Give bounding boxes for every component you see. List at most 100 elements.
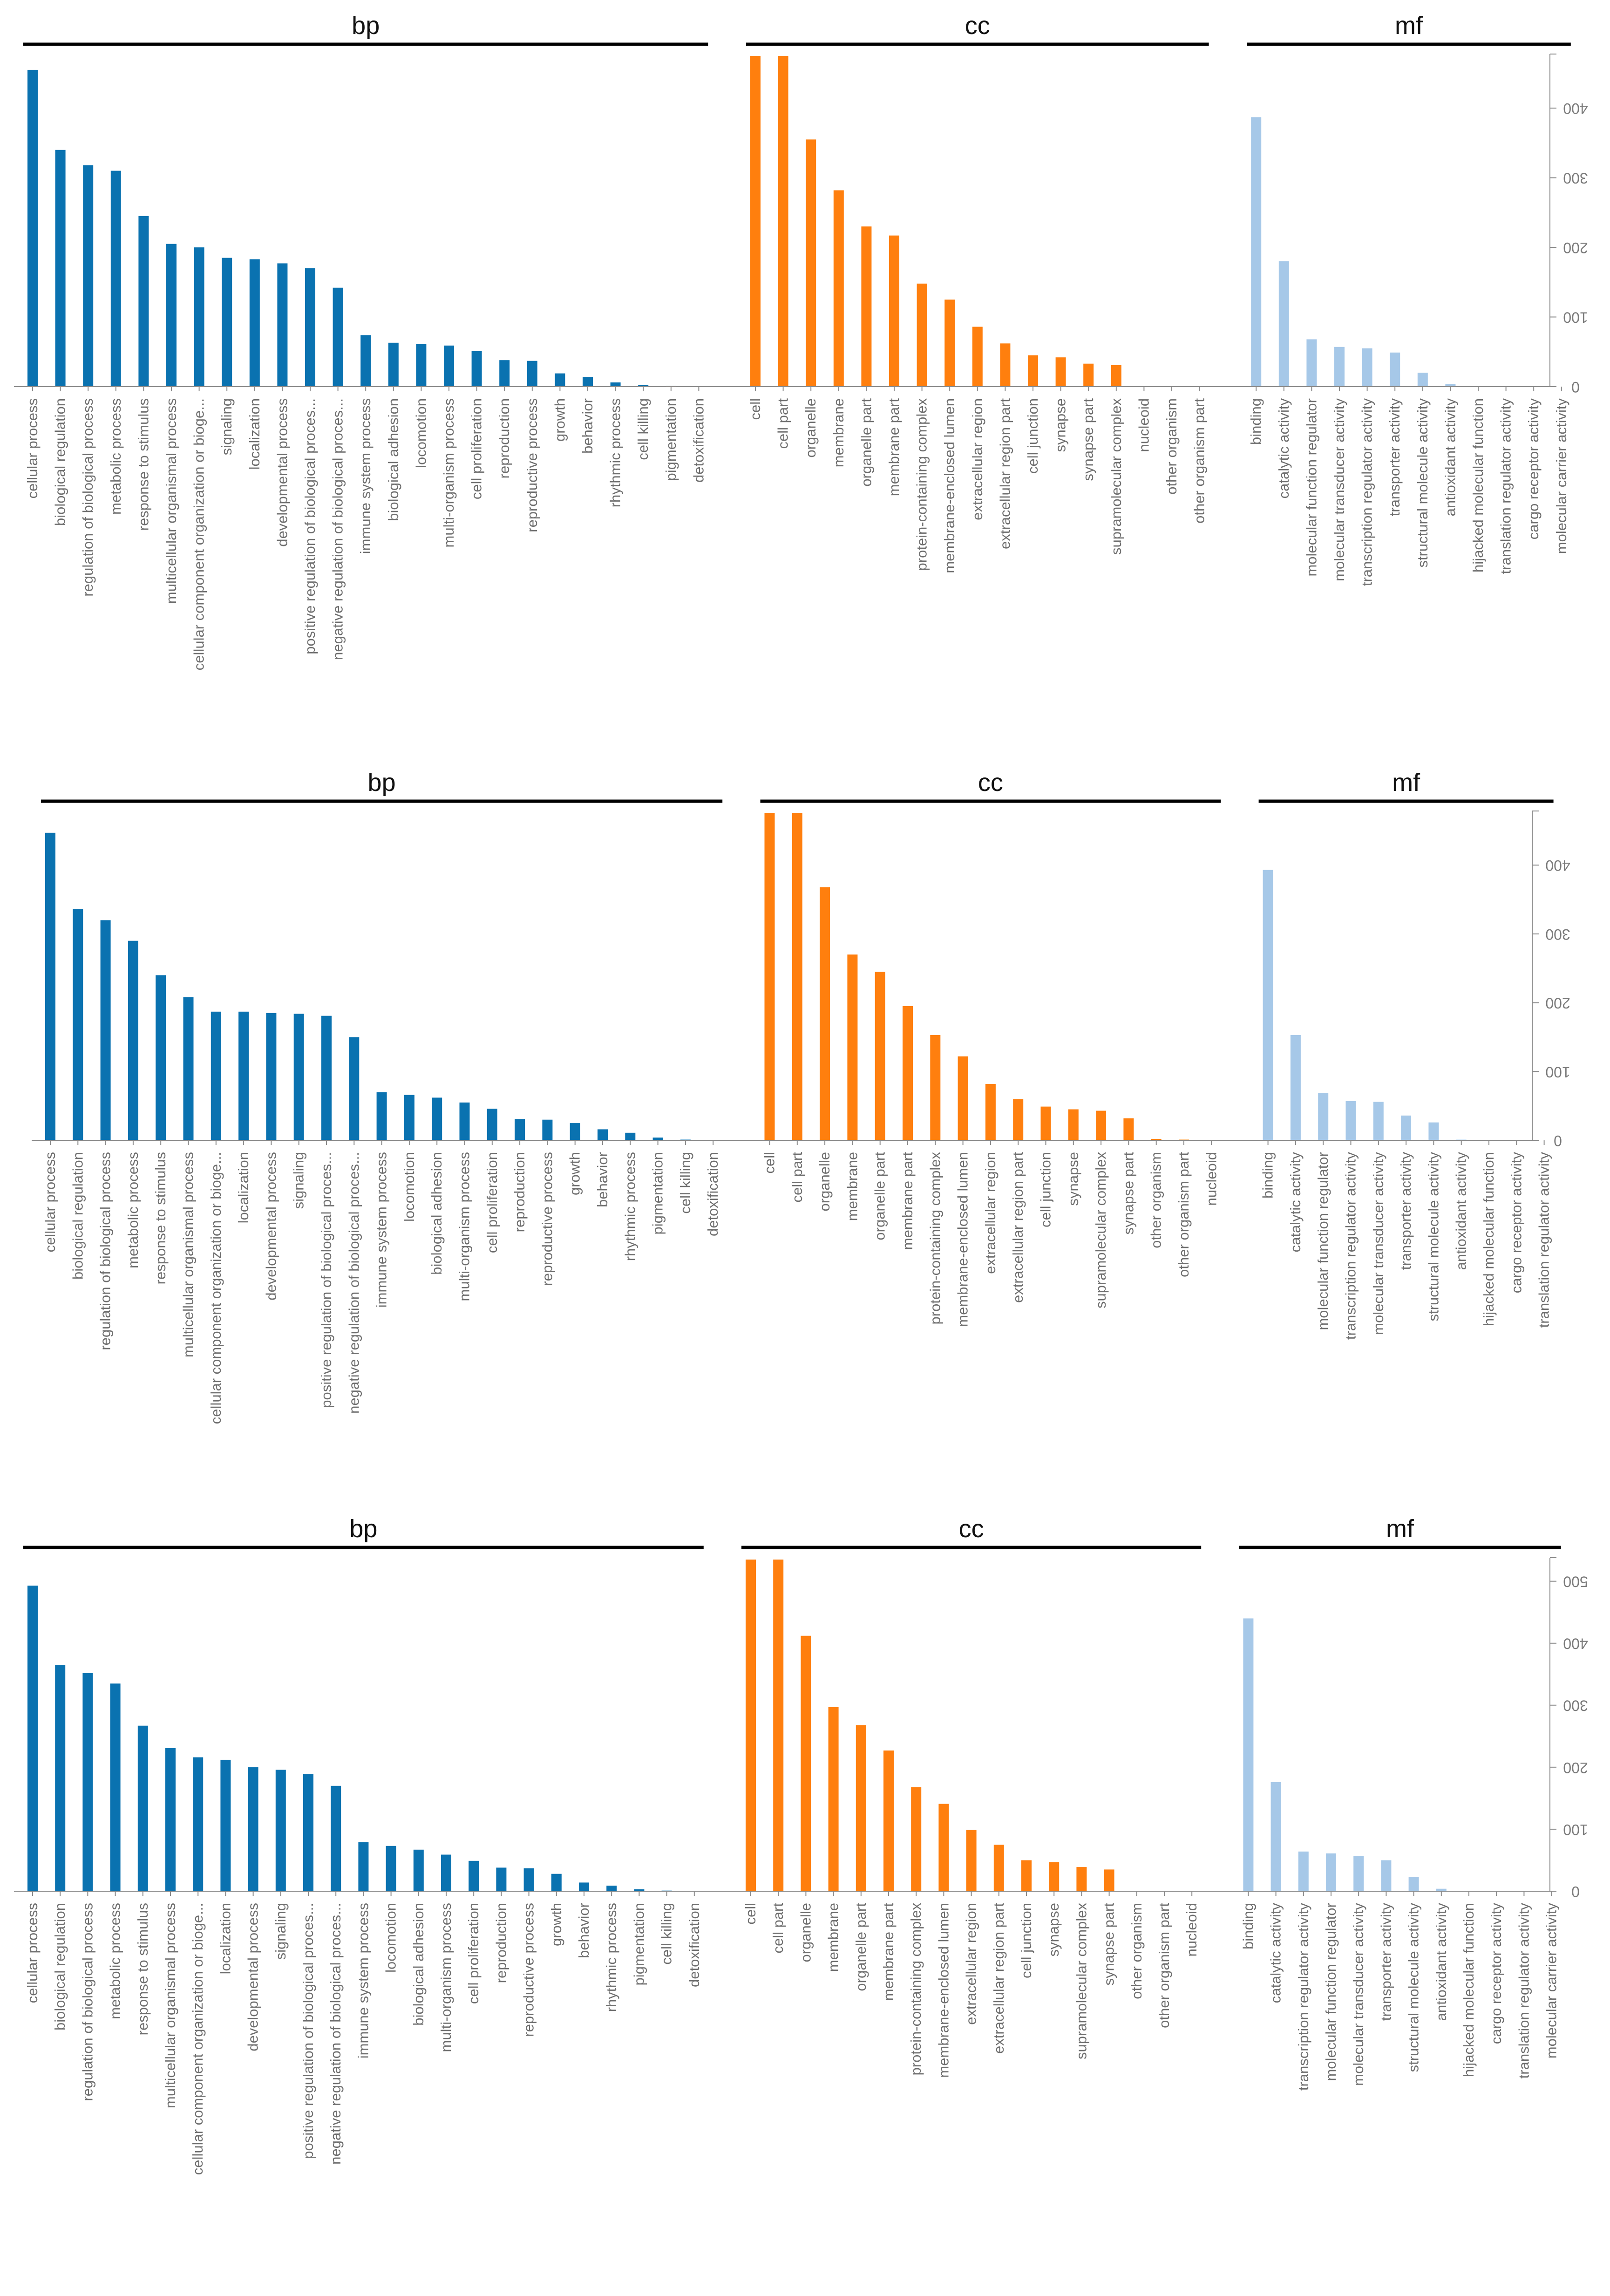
category-label-bp-13: immune system process: [374, 1152, 390, 1308]
category-label-cc-3: organelle: [802, 398, 819, 458]
bar-mf-6: [1390, 352, 1400, 387]
category-label-bp-3: regulation of biological process: [97, 1152, 114, 1350]
bar-mf-3: [1318, 1093, 1329, 1140]
category-label-mf-3: molecular function regulator: [1315, 1152, 1331, 1330]
bar-mf-4: [1345, 1101, 1356, 1140]
category-label-bp-21: behavior: [594, 1152, 611, 1207]
category-label-bp-20: growth: [551, 398, 568, 442]
bar-cc-3: [801, 1635, 811, 1891]
category-label-bp-13: immune system process: [355, 1903, 371, 2058]
category-label-cc-4: membrane: [844, 1152, 860, 1221]
category-label-mf-7: structural molecule activity: [1414, 398, 1431, 568]
category-label-cc-12: synapse: [1053, 398, 1069, 452]
category-label-cc-4: membrane: [825, 1903, 842, 1972]
bar-bp-13: [360, 335, 371, 387]
bar-bp-3: [100, 920, 111, 1140]
category-label-bp-1: cellular process: [42, 1152, 58, 1252]
category-label-cc-10: extracellular region part: [991, 1903, 1007, 2054]
bar-bp-14: [386, 1846, 396, 1891]
category-label-bp-18: reproduction: [496, 398, 512, 478]
bar-bp-23: [634, 1889, 645, 1891]
category-label-bp-9: developmental process: [263, 1152, 279, 1301]
bar-bp-9: [248, 1767, 258, 1891]
category-label-bp-1: cellular process: [24, 398, 41, 498]
y-tick-label-400: 400: [1563, 100, 1588, 117]
category-label-mf-8: antioxidant activity: [1453, 1152, 1469, 1270]
category-label-bp-4: metabolic process: [108, 398, 124, 515]
bar-bp-8: [222, 258, 232, 387]
y-tick-label-200: 200: [1563, 1759, 1588, 1776]
bar-bp-21: [583, 377, 593, 387]
bar-cc-5: [875, 972, 885, 1140]
bar-cc-8: [938, 1804, 949, 1891]
bar-cc-11: [1028, 355, 1038, 387]
bar-mf-1: [1251, 117, 1262, 387]
category-label-cc-1: cell: [747, 398, 763, 420]
bar-bp-2: [55, 150, 66, 387]
category-label-mf-6: transporter activity: [1378, 1903, 1394, 2021]
category-label-mf-1: binding: [1248, 398, 1264, 445]
bar-bp-16: [441, 1854, 451, 1891]
category-label-bp-1: cellular process: [24, 1903, 41, 2003]
category-label-mf-10: cargo receptor activity: [1488, 1903, 1504, 2044]
bar-bp-12: [333, 287, 343, 387]
category-label-bp-14: locomotion: [401, 1152, 417, 1222]
category-label-cc-13: synapse part: [1080, 398, 1096, 481]
bar-bp-18: [496, 1867, 507, 1891]
bar-cc-2: [773, 1560, 784, 1891]
bar-mf-6: [1381, 1860, 1392, 1891]
category-label-bp-11: positive regulation of biological proces…: [302, 398, 318, 654]
bar-mf-5: [1353, 1856, 1364, 1891]
bar-mf-3: [1306, 339, 1317, 387]
category-label-cc-6: membrane part: [886, 398, 902, 497]
category-label-cc-13: supramolecular complex: [1093, 1152, 1109, 1308]
category-label-cc-17: nucleoid: [1183, 1903, 1200, 1956]
category-label-bp-2: biological regulation: [69, 1152, 86, 1280]
bar-bp-10: [277, 263, 288, 387]
bar-mf-1: [1243, 1618, 1254, 1891]
bar-bp-9: [249, 259, 260, 387]
bar-bp-11: [303, 1774, 313, 1891]
bar-bp-4: [110, 1683, 121, 1891]
category-label-bp-16: multi-organism process: [438, 1903, 454, 2052]
bar-bp-22: [610, 382, 621, 387]
category-label-bp-23: pigmentation: [631, 1903, 647, 1986]
bar-bp-11: [305, 268, 315, 387]
bar-bp-19: [542, 1119, 553, 1140]
category-label-mf-10: cargo receptor activity: [1508, 1152, 1524, 1294]
category-label-bp-6: multicellular organismal process: [163, 398, 179, 604]
group-label-cc: cc: [978, 769, 1003, 797]
category-label-cc-17: other organism part: [1191, 398, 1208, 524]
bar-mf-2: [1278, 261, 1289, 387]
y-tick-label-100: 100: [1563, 309, 1588, 326]
y-tick-label-200: 200: [1545, 995, 1570, 1012]
category-label-cc-14: supramolecular complex: [1108, 398, 1124, 555]
y-tick-label-400: 400: [1545, 857, 1570, 874]
bar-bp-22: [606, 1886, 617, 1891]
category-label-cc-7: protein-containing complex: [908, 1903, 924, 2076]
category-label-bp-25: detoxification: [690, 398, 706, 483]
category-label-bp-20: growth: [548, 1903, 564, 1946]
category-label-cc-12: synapse: [1046, 1903, 1062, 1956]
bar-mf-2: [1270, 1782, 1281, 1891]
bar-mf-1: [1263, 870, 1273, 1140]
bar-bp-5: [156, 975, 166, 1140]
category-label-cc-11: cell junction: [1038, 1152, 1054, 1227]
category-label-bp-11: positive regulation of biological proces…: [300, 1903, 316, 2159]
bar-cc-14: [1123, 1118, 1134, 1140]
category-label-cc-8: membrane-enclosed lumen: [955, 1152, 971, 1327]
bar-cc-4: [847, 954, 858, 1140]
category-label-cc-6: membrane part: [899, 1152, 916, 1250]
category-label-bp-11: positive regulation of biological proces…: [318, 1152, 334, 1408]
category-label-bp-8: signaling: [218, 398, 235, 455]
category-label-bp-5: response to stimulus: [135, 1903, 151, 2035]
bar-bp-17: [471, 351, 482, 387]
category-label-bp-5: response to stimulus: [152, 1152, 169, 1284]
category-label-mf-5: molecular transducer activity: [1370, 1152, 1386, 1335]
category-label-cc-7: protein-containing complex: [914, 398, 930, 571]
category-label-bp-22: rhythmic process: [603, 1903, 619, 2012]
category-label-bp-12: negative regulation of biological proces…: [327, 1903, 344, 2165]
category-label-mf-4: transcription regulator activity: [1343, 1152, 1359, 1340]
category-label-bp-4: metabolic process: [107, 1903, 123, 2019]
bar-bp-11: [321, 1015, 332, 1140]
